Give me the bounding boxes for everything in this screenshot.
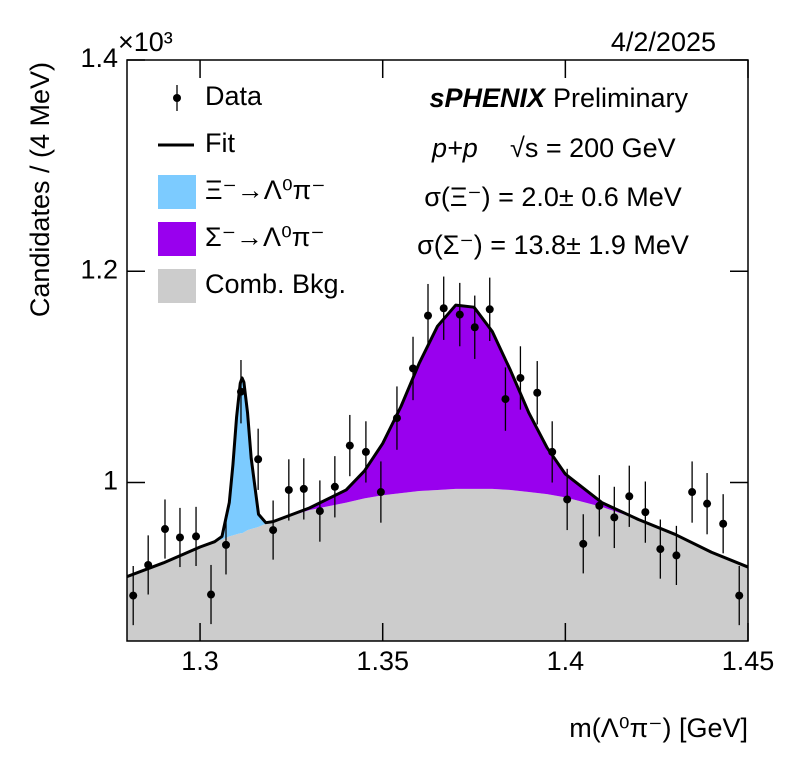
data-point [424, 311, 433, 320]
y-exponent: ×10³ [118, 27, 173, 57]
data-point [315, 507, 324, 516]
data-point [254, 455, 263, 464]
data-point [501, 395, 510, 404]
data-point [236, 387, 245, 396]
data-point [735, 591, 744, 600]
y-axis-label: Candidates / (4 MeV) [25, 62, 55, 317]
data-point [703, 499, 712, 508]
annotation: σ(Σ⁻) = 13.8± 1.9 MeV [417, 230, 689, 260]
data-point [221, 540, 230, 549]
data-point [330, 482, 339, 491]
data-point [516, 373, 525, 382]
legend-label: Data [205, 81, 263, 111]
legend-swatch [158, 175, 196, 209]
x-tick-label: 1.3 [181, 646, 219, 676]
data-point [548, 447, 557, 456]
data-point [175, 533, 184, 542]
data-point [719, 519, 728, 528]
data-point [299, 484, 308, 493]
frame [126, 59, 749, 642]
data-point [192, 532, 201, 541]
data-point [656, 545, 665, 554]
legend-label: Comb. Bkg. [205, 269, 346, 299]
y-tick-label: 1 [103, 466, 118, 496]
x-tick-label: 1.4 [547, 646, 585, 676]
data-point [688, 488, 697, 497]
data-point [392, 414, 401, 423]
data-point [269, 526, 278, 535]
legend-label: Ξ⁻→Λ⁰π⁻ [205, 175, 326, 205]
fit-line [127, 303, 748, 578]
data-point [610, 513, 619, 522]
date: 4/2/2025 [611, 27, 716, 57]
plot-area [127, 276, 748, 641]
data-point [455, 310, 464, 319]
data-point [563, 495, 572, 504]
data-point [409, 364, 418, 373]
data-point [470, 323, 479, 332]
experiment: sPHENIX [429, 83, 547, 113]
status: Preliminary [553, 83, 689, 113]
legend-marker [173, 94, 181, 102]
data-point [160, 525, 169, 534]
xi-signal-area [127, 377, 748, 577]
data-point [376, 488, 385, 497]
y-tick-label: 1.4 [80, 43, 118, 73]
x-tick-label: 1.45 [722, 646, 775, 676]
data-point [533, 388, 542, 397]
data-point [672, 551, 681, 560]
data-point [207, 590, 216, 599]
x-axis-label: m(Λ⁰π⁻) [GeV] [569, 713, 748, 743]
data-point [284, 485, 293, 494]
legend-swatch [158, 222, 196, 256]
data-point [625, 492, 634, 501]
data-point [144, 560, 153, 569]
data-point [129, 591, 138, 600]
x-tick-label: 1.35 [356, 646, 409, 676]
legend-label: Fit [205, 128, 235, 158]
data-point [579, 539, 588, 548]
y-tick-label: 1.2 [80, 254, 118, 284]
system: p+p [431, 133, 478, 163]
legend-label: Σ⁻→Λ⁰π⁻ [205, 222, 325, 252]
energy: √s = 200 GeV [510, 133, 676, 163]
data-point [485, 305, 494, 314]
background-area [127, 488, 748, 641]
data-point [595, 501, 604, 510]
data-point [361, 447, 370, 456]
data-point [641, 508, 650, 517]
annotation: σ(Ξ⁻) = 2.0± 0.6 MeV [424, 182, 682, 212]
sigma-signal-area [127, 305, 748, 577]
data-point [439, 304, 448, 313]
legend-swatch [158, 269, 196, 303]
data-point [345, 441, 354, 450]
